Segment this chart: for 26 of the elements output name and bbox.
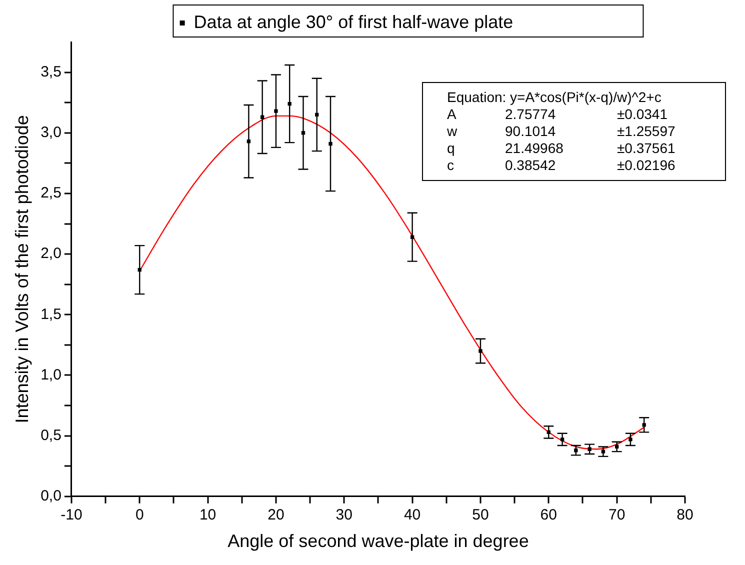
y-axis-title: Intensity in Volts of the first photodiode <box>12 115 32 424</box>
x-tick-label: 40 <box>404 506 421 524</box>
x-tick-label: 70 <box>608 506 626 524</box>
y-tick-label: 3,0 <box>40 124 62 142</box>
y-tick-label: 2,5 <box>40 184 62 202</box>
text: c 0.38542 ±0.02196 <box>447 157 676 173</box>
x-tick-label: 20 <box>268 506 284 524</box>
text: A 2.75774 ±0.0341 <box>447 106 668 122</box>
y-tick-label: 1,5 <box>40 306 62 323</box>
y-tick-label: 0,0 <box>40 488 62 505</box>
x-tick-label: 60 <box>540 506 557 524</box>
text: w 90.1014 ±1.25597 <box>447 123 676 139</box>
x-tick-label: 30 <box>336 506 352 524</box>
x-tick-label: 0 <box>135 506 144 524</box>
y-tick-label: 2,0 <box>40 245 62 262</box>
x-tick-label: 50 <box>472 506 489 524</box>
x-tick-label: 10 <box>199 506 216 524</box>
y-tick-label: 1,0 <box>40 366 62 384</box>
y-tick-label: 3,5 <box>40 63 62 80</box>
text: q 21.49968 ±0.37561 <box>447 140 676 156</box>
x-tick-label: 80 <box>676 506 694 524</box>
annotation: Equation: y=A*cos(Pi*(x-q)/w)^2+c <box>447 89 662 106</box>
x-tick-label: -10 <box>60 506 82 524</box>
y-tick-label: 0,5 <box>40 426 62 444</box>
x-axis-title: Angle of second wave-plate in degree <box>228 531 529 552</box>
legend-label: Data at angle 30° of first half-wave plate <box>194 12 514 32</box>
